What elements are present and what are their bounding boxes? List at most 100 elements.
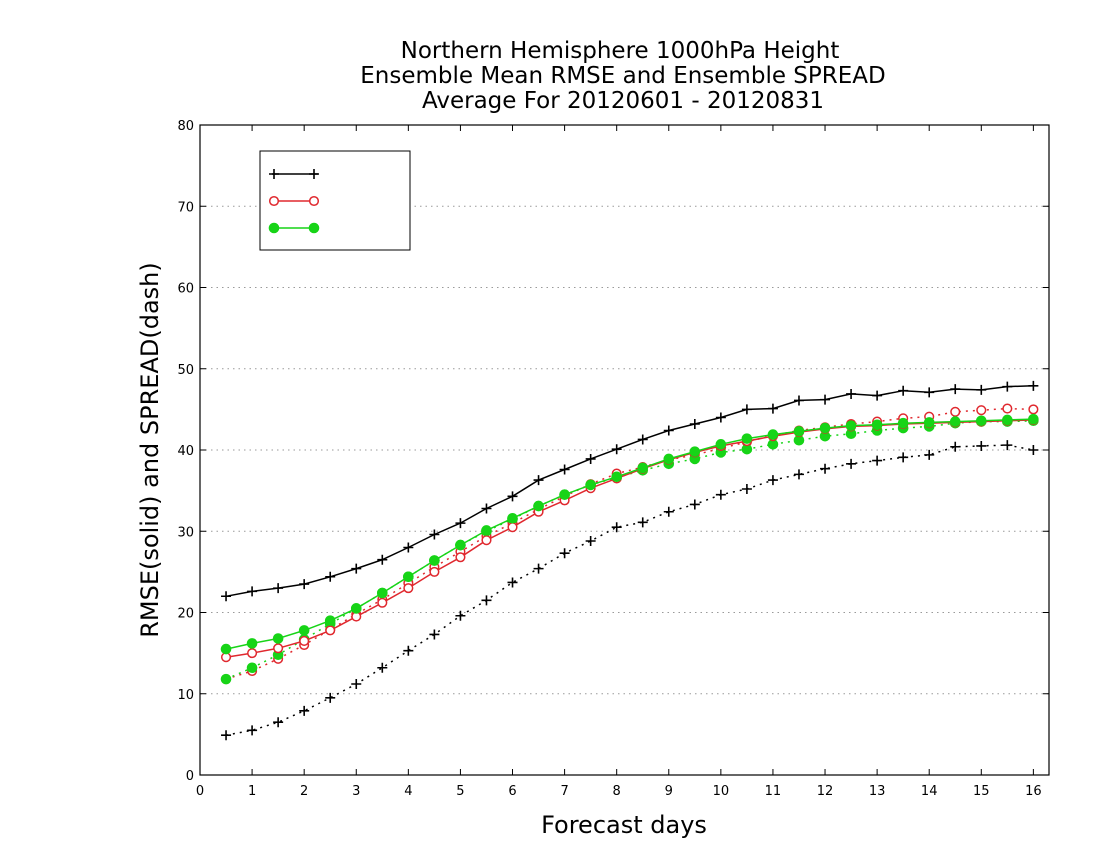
x-tick-label: 9 bbox=[665, 784, 673, 799]
series-1-spread-point bbox=[793, 469, 804, 480]
series-1-spread-point bbox=[950, 441, 961, 452]
series-1-rmse-point bbox=[898, 385, 909, 396]
series-1-spread-point bbox=[299, 705, 310, 716]
series-1-spread-point bbox=[820, 463, 831, 474]
series-1-rmse-point bbox=[429, 529, 440, 540]
series-1-rmse-point bbox=[403, 542, 414, 553]
series-1-spread-point bbox=[1002, 440, 1013, 451]
series-1-spread-point bbox=[741, 484, 752, 494]
series-1-rmse-point bbox=[585, 453, 596, 464]
series-3-rmse-point bbox=[923, 417, 935, 428]
series-1-spread-point bbox=[976, 440, 987, 451]
series-1-rmse-point bbox=[820, 394, 831, 405]
y-tick-label: 70 bbox=[177, 200, 194, 215]
series-1-spread-point bbox=[585, 536, 596, 546]
series-2-spread-point bbox=[976, 405, 987, 416]
series-1-spread-point bbox=[273, 717, 284, 728]
series-1-rmse-point bbox=[559, 464, 570, 475]
series-3-rmse-point bbox=[1028, 413, 1039, 425]
chart-title: Northern Hemisphere 1000hPa Height Ensem… bbox=[360, 38, 885, 114]
series-1-rmse-point bbox=[767, 403, 778, 414]
series-3-rmse-point bbox=[585, 479, 596, 491]
series-1-spread-point bbox=[715, 489, 726, 500]
series-2-rmse-point bbox=[377, 597, 388, 608]
series-2-rmse-point bbox=[299, 635, 310, 646]
series-3-rmse-point bbox=[429, 555, 440, 566]
gridlines bbox=[200, 205, 1049, 695]
x-tick-label: 2 bbox=[300, 784, 308, 799]
series-3-rmse-point bbox=[298, 625, 310, 636]
series-1-spread-point bbox=[663, 506, 674, 517]
series-1-rmse-point bbox=[533, 475, 544, 486]
series-3-rmse-point bbox=[611, 471, 622, 483]
series-1-rmse-line bbox=[225, 385, 1034, 598]
y-tick-label: 40 bbox=[177, 444, 194, 459]
series-2-rmse-point bbox=[455, 552, 466, 563]
series-1-rmse-point bbox=[689, 419, 700, 429]
series-1-rmse-point bbox=[663, 425, 674, 436]
x-tick-label: 16 bbox=[1025, 784, 1042, 799]
series-1-rmse-point bbox=[507, 491, 518, 502]
series-3-rmse-point bbox=[324, 615, 336, 626]
series-1-spread-point bbox=[377, 662, 388, 673]
series-1-rmse-point bbox=[950, 384, 961, 395]
x-tick-label: 0 bbox=[196, 784, 204, 799]
legend-marker-1 bbox=[269, 169, 279, 179]
series-3-rmse-point bbox=[559, 489, 570, 500]
series-1-rmse-point bbox=[247, 586, 258, 597]
series-3-spread-point bbox=[246, 662, 258, 674]
series-1-rmse-point bbox=[846, 388, 857, 399]
series-3-rmse-point bbox=[455, 539, 466, 551]
x-axis-label: Forecast days bbox=[541, 811, 707, 839]
x-tick-label: 8 bbox=[613, 784, 621, 799]
x-tick-label: 12 bbox=[817, 784, 834, 799]
series-3-rmse-point bbox=[481, 525, 492, 536]
series-3-rmse-point bbox=[767, 429, 779, 440]
series-3-rmse-point bbox=[845, 420, 857, 431]
series-3-rmse-point bbox=[871, 419, 883, 431]
x-tick-label: 7 bbox=[560, 784, 568, 799]
series-1-rmse-point bbox=[872, 390, 883, 401]
series-1-rmse-point bbox=[637, 434, 648, 445]
series-3-rmse-point bbox=[663, 453, 675, 465]
x-tick-label: 6 bbox=[508, 784, 516, 799]
series-3-rmse-point bbox=[897, 417, 909, 429]
series-2-spread-point bbox=[1028, 404, 1039, 415]
series-1-spread-point bbox=[846, 458, 857, 469]
series-2-rmse-point bbox=[481, 535, 492, 546]
title-line-2: Ensemble Mean RMSE and Ensemble SPREAD bbox=[360, 63, 885, 89]
series-1-spread-point bbox=[637, 517, 648, 528]
series-3-rmse bbox=[220, 413, 1039, 655]
series-1-spread-point bbox=[559, 548, 570, 559]
series-1-rmse-point bbox=[351, 563, 362, 574]
series-3-rmse-point bbox=[715, 439, 727, 450]
series-1-rmse-point bbox=[976, 384, 987, 395]
series-1-spread-point bbox=[481, 595, 492, 606]
series-3-rmse-point bbox=[793, 426, 805, 437]
y-tick-label: 30 bbox=[177, 525, 194, 540]
series-3-spread-line bbox=[225, 420, 1034, 680]
series-1-spread-line bbox=[225, 444, 1034, 736]
series-3-rmse-point bbox=[689, 446, 701, 457]
series-2-spread-point bbox=[950, 406, 961, 417]
series-1-spread-point bbox=[507, 577, 518, 588]
series-1-rmse-point bbox=[273, 583, 284, 594]
series-2-rmse-point bbox=[247, 648, 258, 659]
series-3-rmse-point bbox=[949, 416, 961, 427]
title-line-3: Average For 20120601 - 20120831 bbox=[422, 88, 824, 114]
series-3-rmse-point bbox=[507, 512, 518, 524]
series-1-spread-point bbox=[898, 452, 909, 463]
series-3-rmse-point bbox=[637, 462, 649, 474]
legend-marker-3 bbox=[268, 222, 280, 234]
series-1-rmse-point bbox=[481, 503, 492, 514]
y-tick-label: 10 bbox=[177, 688, 194, 703]
series-1-rmse-point bbox=[924, 387, 935, 398]
plot-series bbox=[220, 380, 1039, 741]
legend bbox=[259, 150, 411, 251]
series-3-spread bbox=[220, 415, 1039, 685]
series-1-rmse-point bbox=[1002, 381, 1013, 392]
x-tick-label: 5 bbox=[456, 784, 464, 799]
series-3-rmse-point bbox=[741, 433, 753, 444]
